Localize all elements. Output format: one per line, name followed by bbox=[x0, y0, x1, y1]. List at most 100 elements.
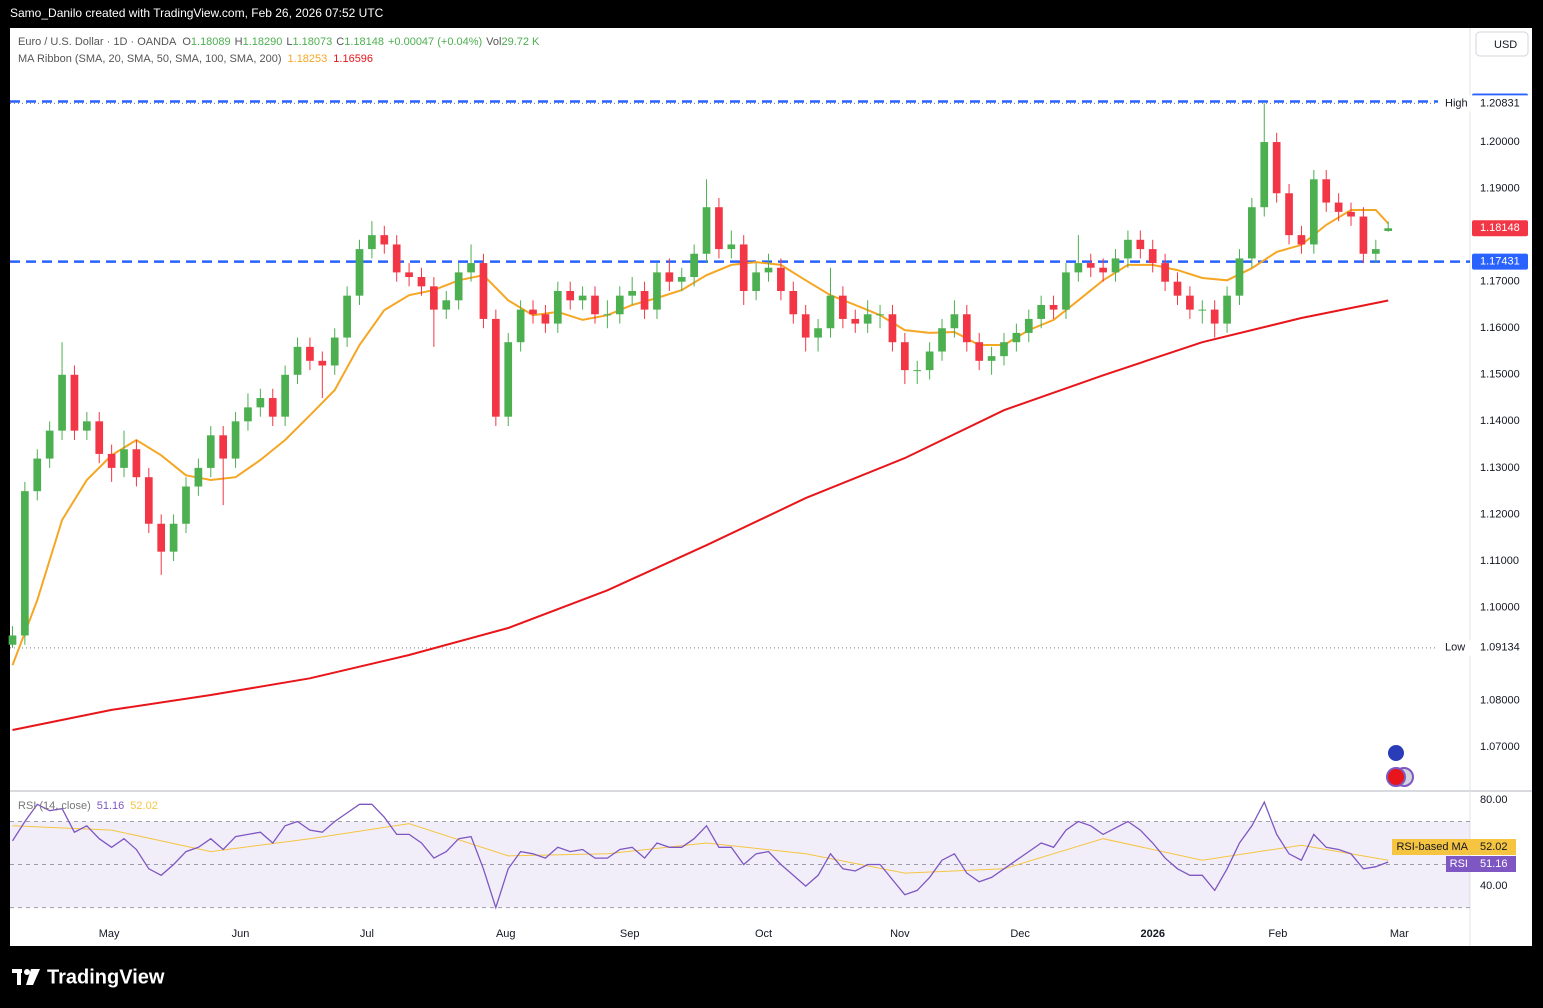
x-tick-label: Mar bbox=[1390, 928, 1409, 940]
candle-body bbox=[368, 235, 376, 250]
candle-body bbox=[1000, 342, 1008, 357]
y-tick-label: 40.00 bbox=[1480, 880, 1508, 892]
candle-body bbox=[8, 635, 17, 645]
candle-body bbox=[1198, 309, 1207, 311]
y-tick-label: 1.14000 bbox=[1480, 415, 1520, 427]
attribution: Samo_Danilo created with TradingView.com… bbox=[10, 6, 384, 20]
candle-body bbox=[1037, 304, 1046, 319]
logo-part bbox=[17, 969, 21, 985]
candle-body bbox=[863, 314, 872, 324]
candle-body bbox=[591, 295, 599, 315]
candle-body bbox=[566, 290, 575, 301]
candle-body bbox=[33, 458, 42, 492]
price-tag-name: Low bbox=[1445, 642, 1465, 654]
header: Samo_Danilo created with TradingView.com… bbox=[10, 6, 384, 20]
candles bbox=[8, 103, 1393, 648]
candle-body bbox=[777, 267, 785, 291]
candle-body bbox=[95, 421, 104, 454]
candle-body bbox=[1186, 295, 1194, 310]
x-tick-label: May bbox=[99, 928, 120, 940]
candle-body bbox=[454, 272, 463, 301]
candle-body bbox=[715, 207, 723, 250]
currency[interactable]: USD bbox=[1494, 39, 1517, 51]
rsi-title: RSI (14, close) 51.16 52.02 bbox=[18, 800, 158, 812]
candle-body bbox=[1136, 239, 1145, 250]
candle-body bbox=[962, 314, 971, 343]
ma-line bbox=[12, 299, 1389, 731]
candle-body bbox=[1111, 258, 1120, 273]
candle-body bbox=[900, 342, 909, 371]
series-tag bbox=[1392, 839, 1472, 855]
candle-body bbox=[343, 295, 351, 338]
y-tick-label: 1.10000 bbox=[1480, 601, 1520, 613]
candle-body bbox=[132, 449, 141, 478]
candle-body bbox=[1248, 207, 1256, 259]
candle-body bbox=[1371, 249, 1380, 254]
x-tick-label: Jul bbox=[360, 928, 374, 940]
candle-body bbox=[950, 314, 959, 329]
y-tick-label: 1.11000 bbox=[1480, 555, 1519, 567]
series-tag bbox=[1446, 856, 1472, 872]
candle-body bbox=[1309, 179, 1318, 245]
flag-icons bbox=[1386, 743, 1414, 787]
candle-body bbox=[467, 263, 475, 273]
currency-button[interactable] bbox=[1475, 31, 1529, 57]
eu-flag bbox=[1386, 743, 1406, 763]
y-tick-label: 1.19000 bbox=[1480, 182, 1520, 194]
candle-body bbox=[1322, 179, 1331, 203]
candle-body bbox=[206, 435, 215, 468]
x-tick-label: 2026 bbox=[1140, 928, 1164, 940]
indicator-name: RSI (14, close) bbox=[18, 800, 91, 812]
candle-body bbox=[1173, 281, 1182, 296]
candle-body bbox=[256, 398, 265, 408]
x-tick-label: Feb bbox=[1268, 928, 1287, 940]
candle-body bbox=[1260, 142, 1269, 208]
candle-body bbox=[677, 277, 686, 282]
price-tag-value: 1.17431 bbox=[1480, 256, 1520, 268]
us-flag bbox=[1386, 767, 1406, 787]
logo-part bbox=[24, 969, 30, 975]
candle-body bbox=[553, 290, 562, 324]
candle-body bbox=[752, 272, 760, 291]
candle-body bbox=[392, 244, 401, 273]
candle-body bbox=[1384, 228, 1393, 231]
series-tag bbox=[1472, 839, 1516, 855]
ma-lines bbox=[11, 209, 1389, 731]
y-tick-label: 1.12000 bbox=[1480, 508, 1520, 520]
candle-body bbox=[1285, 193, 1293, 236]
candle-body bbox=[330, 337, 339, 366]
candle-body bbox=[653, 272, 661, 310]
candle-body bbox=[1359, 216, 1368, 254]
candle-body bbox=[293, 346, 302, 375]
candle-body bbox=[1235, 258, 1244, 296]
chart-panel bbox=[10, 28, 1532, 946]
legend-change: +0.00047 (+0.04%) bbox=[388, 36, 482, 48]
candle-body bbox=[244, 407, 252, 422]
candle-body bbox=[318, 360, 327, 366]
candle-body bbox=[107, 453, 116, 468]
candle-body bbox=[1062, 272, 1070, 310]
price-tag-value: 1.09134 bbox=[1480, 642, 1520, 654]
candle-body bbox=[1334, 202, 1343, 212]
candle-body bbox=[888, 314, 897, 343]
candle-body bbox=[739, 244, 748, 291]
candle-body bbox=[1297, 235, 1306, 245]
candle-body bbox=[529, 309, 537, 315]
legend-value: 29.72 K bbox=[501, 36, 540, 48]
candle-body bbox=[491, 318, 500, 417]
legend-value: 1.18073 bbox=[293, 36, 333, 48]
indicator-value: 1.18253 bbox=[288, 53, 328, 65]
candle-body bbox=[1012, 332, 1021, 343]
candle-body bbox=[70, 374, 79, 431]
candle-body bbox=[814, 328, 822, 338]
candle-body bbox=[380, 235, 389, 245]
candle-body bbox=[851, 318, 860, 324]
candle-body bbox=[615, 295, 624, 315]
candle-body bbox=[801, 314, 810, 338]
indicator-name: MA Ribbon (SMA, 20, SMA, 50, SMA, 100, S… bbox=[18, 53, 282, 65]
x-tick-label: Nov bbox=[890, 928, 910, 940]
y-tick-label: 1.13000 bbox=[1480, 462, 1520, 474]
y-tick-label: 1.16000 bbox=[1480, 322, 1520, 334]
x-tick-label: Dec bbox=[1010, 928, 1030, 940]
candle-body bbox=[355, 249, 364, 296]
